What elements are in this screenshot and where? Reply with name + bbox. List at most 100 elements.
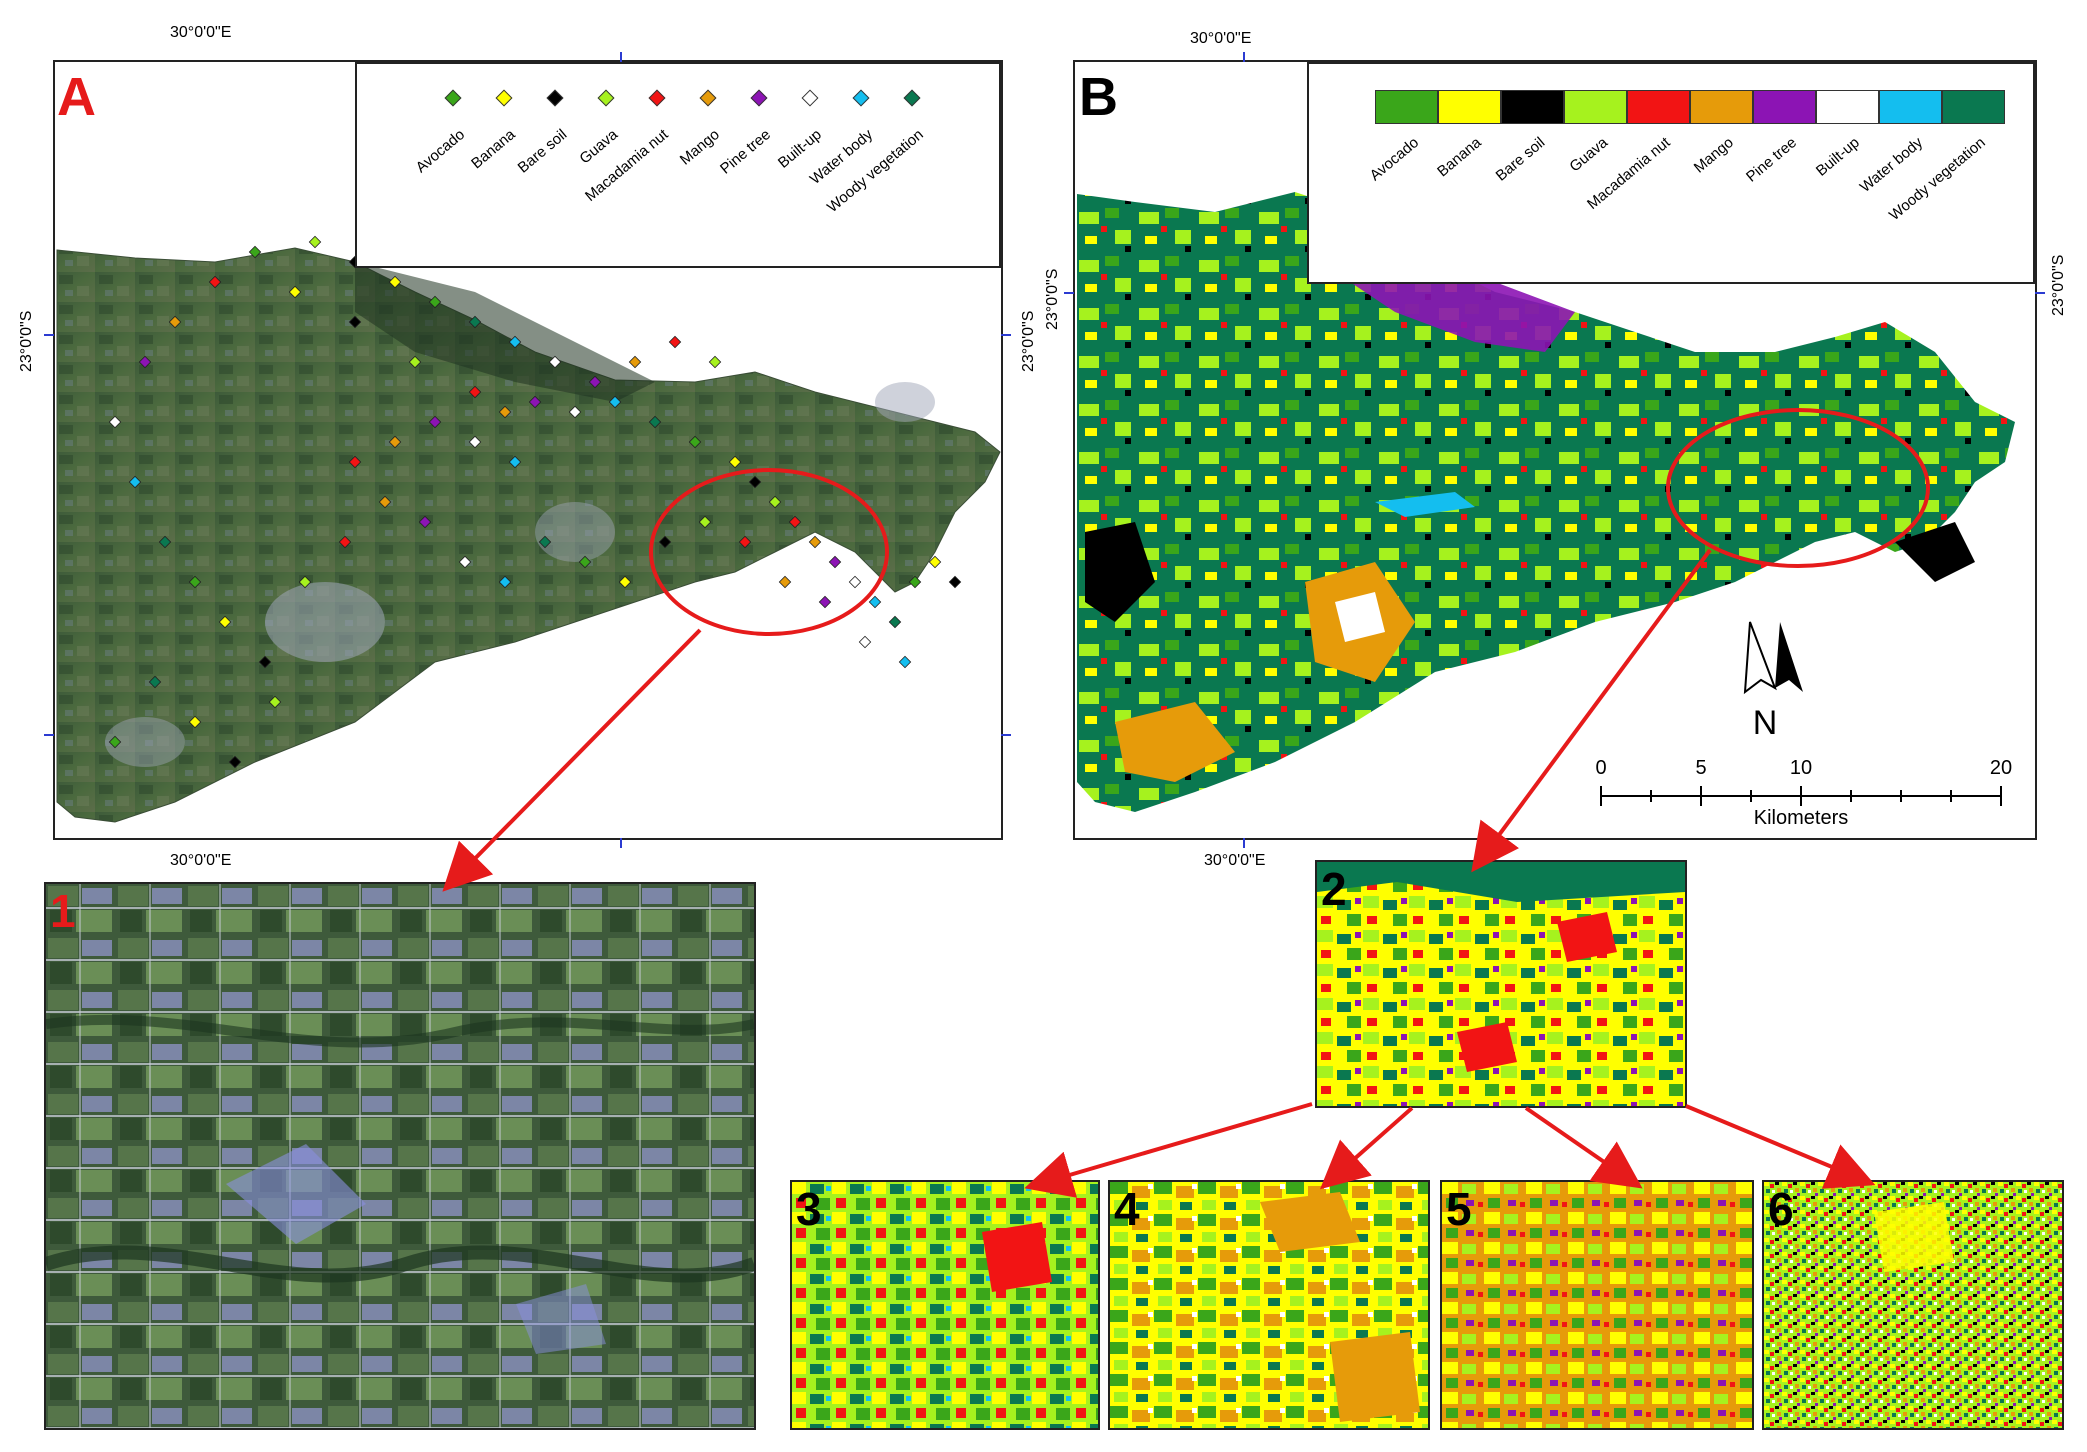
tick-a-top	[620, 52, 622, 62]
coord-b-top: 30°0'0"E	[1190, 30, 1252, 47]
sample-point	[108, 415, 122, 429]
sample-point	[618, 575, 632, 589]
coord-b-bottom: 30°0'0"E	[1204, 852, 1266, 869]
zoom-label-3: 3	[796, 1183, 822, 1235]
sample-point	[698, 515, 712, 529]
legend-a-label: Guava	[576, 126, 621, 168]
sample-point	[908, 575, 922, 589]
sample-point	[728, 455, 742, 469]
sample-point	[468, 435, 482, 449]
sample-point	[608, 395, 622, 409]
sample-point	[858, 635, 872, 649]
legend-b-label: Mango	[1690, 134, 1737, 177]
legend-a-label: Avocado	[412, 126, 468, 177]
sample-point	[628, 355, 642, 369]
scale-tick-10: 10	[1790, 757, 1812, 779]
scale-tick-20: 20	[1990, 757, 2012, 779]
sample-point	[828, 555, 842, 569]
zoom-label-6: 6	[1768, 1183, 1794, 1235]
zoom-panel-2: 2	[1315, 860, 1687, 1108]
panel-letter-a: A	[57, 67, 96, 127]
legend-b-swatch	[1375, 90, 1438, 124]
sample-point	[418, 515, 432, 529]
sample-point	[468, 385, 482, 399]
sample-point	[768, 495, 782, 509]
zoom-panel-3: 3	[790, 1180, 1100, 1430]
tick-b-right	[2035, 292, 2045, 294]
sample-point	[408, 355, 422, 369]
legend-b-swatch	[1942, 90, 2005, 124]
sample-point	[808, 535, 822, 549]
legend-a-marker	[852, 89, 870, 107]
coord-a-left: 23°0'0"S	[18, 310, 35, 372]
sample-point	[218, 615, 232, 629]
sample-point	[428, 295, 442, 309]
legend-b-swatch	[1438, 90, 1501, 124]
sample-point	[868, 595, 882, 609]
legend-b-swatch	[1879, 90, 1942, 124]
classified-detail-6	[1764, 1182, 2062, 1428]
classified-detail-3	[792, 1182, 1098, 1428]
sample-point	[248, 245, 262, 259]
legend-b: Avocado Banana Bare soil Guava Macadamia nut…	[1307, 62, 2035, 284]
scale-bar	[1600, 786, 2002, 806]
sample-point	[138, 355, 152, 369]
arrow-2-to-6	[1685, 1104, 1876, 1189]
sample-point	[498, 405, 512, 419]
legend-a-label: Pine tree	[717, 126, 774, 178]
legend-a-marker	[801, 89, 819, 107]
sample-point	[508, 335, 522, 349]
legend-a-label: Banana	[468, 126, 519, 173]
sample-point	[508, 455, 522, 469]
zoom-ellipse-a	[649, 468, 889, 636]
sample-point	[738, 535, 752, 549]
zoom-label-4: 4	[1114, 1183, 1140, 1235]
legend-a-label: Woody vegetation	[824, 126, 927, 217]
sample-point	[648, 415, 662, 429]
classified-detail-2	[1317, 862, 1685, 1106]
sample-point	[528, 395, 542, 409]
sample-point	[208, 275, 222, 289]
sample-point	[108, 735, 122, 749]
legend-b-swatch	[1816, 90, 1879, 124]
legend-b-label: Banana	[1434, 134, 1485, 181]
legend-a-label: Bare soil	[514, 126, 570, 177]
zoom-panel-1: 1	[44, 882, 756, 1430]
sample-point	[658, 535, 672, 549]
tick-a-bottom	[620, 838, 622, 848]
sample-point	[498, 575, 512, 589]
tick-a-right	[1001, 334, 1011, 336]
legend-a-marker	[546, 89, 564, 107]
zoom-label-5: 5	[1446, 1183, 1472, 1235]
panel-letter-b: B	[1079, 67, 1118, 127]
sample-point	[298, 575, 312, 589]
tick-a-right-2	[1001, 734, 1011, 736]
satellite-detail-1	[46, 884, 754, 1428]
classified-detail-5	[1442, 1182, 1752, 1428]
legend-a-label: Mango	[676, 126, 723, 169]
sample-point	[388, 435, 402, 449]
coord-a-bottom: 30°0'0"E	[170, 852, 232, 869]
map-panel-b: N 0 5 10 20 Kilometers Avocado Banana Bare…	[1073, 60, 2037, 840]
legend-b-swatch	[1690, 90, 1753, 124]
coord-b-right: 23°0'0"S	[2050, 254, 2067, 316]
zoom-panel-5: 5	[1440, 1180, 1754, 1430]
sample-point	[668, 335, 682, 349]
legend-b-swatch	[1564, 90, 1627, 124]
sample-point	[788, 515, 802, 529]
map-panel-a: Avocado Banana Bare soil Guava Macadamia nut…	[53, 60, 1003, 840]
legend-b-label: Guava	[1566, 134, 1611, 176]
sample-point	[378, 495, 392, 509]
sample-point	[308, 235, 322, 249]
legend-b-swatch	[1753, 90, 1816, 124]
arrow-2-to-5	[1524, 1106, 1643, 1189]
sample-point	[428, 415, 442, 429]
scale-tick-5: 5	[1695, 757, 1706, 779]
legend-b-label: Bare soil	[1492, 134, 1548, 185]
legend-a-marker	[648, 89, 666, 107]
sample-point	[568, 405, 582, 419]
sample-point	[778, 575, 792, 589]
sample-point	[548, 355, 562, 369]
tick-a-left-2	[44, 734, 54, 736]
sample-point	[468, 315, 482, 329]
